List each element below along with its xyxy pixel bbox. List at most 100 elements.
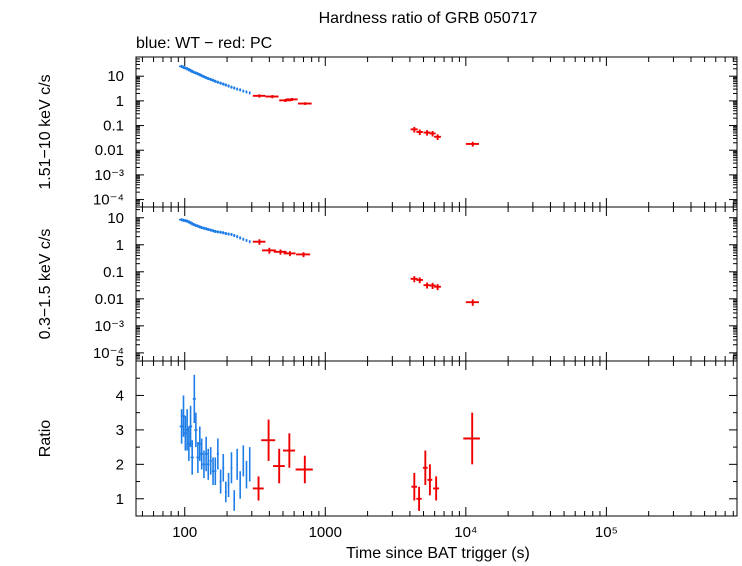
data-point — [204, 436, 208, 472]
data-point — [230, 85, 233, 89]
panel-2: 10 1 0.1 0.01 10⁻³ 10⁻⁴ 0.3−1.5 keV c/s — [37, 206, 738, 362]
series-wt — [178, 64, 251, 95]
data-point — [285, 97, 298, 101]
data-point — [194, 412, 198, 448]
data-point — [239, 471, 241, 499]
y-tick-label: 10 — [107, 68, 124, 85]
data-point — [465, 141, 479, 147]
chart-subtitle: blue: WT − red: PC — [136, 35, 272, 52]
y-tick-label: 5 — [116, 353, 124, 370]
data-point — [236, 87, 239, 91]
data-point — [416, 277, 423, 284]
data-point — [221, 82, 225, 86]
y-tick-label: 0.01 — [95, 142, 124, 159]
data-point — [209, 77, 213, 81]
data-point — [410, 126, 418, 133]
data-point — [224, 83, 228, 87]
data-point — [248, 240, 251, 244]
data-point — [209, 447, 212, 475]
data-point — [279, 98, 291, 103]
data-point — [200, 438, 204, 470]
y-tick-label: 3 — [116, 422, 124, 439]
data-point — [248, 447, 251, 482]
data-point — [196, 441, 200, 473]
data-point — [423, 130, 431, 136]
y-tick-label: 10⁻⁴ — [93, 192, 124, 209]
panel-3: 1 2 3 4 5 Ratio — [37, 353, 738, 517]
data-point — [463, 412, 480, 465]
y-axis-label: 1.51−10 keV c/s — [37, 74, 54, 189]
x-tick-label: 1000 — [309, 524, 342, 541]
data-point — [252, 476, 264, 501]
data-point — [410, 276, 418, 283]
data-point — [242, 89, 245, 93]
data-point — [242, 237, 245, 241]
data-point — [202, 450, 206, 479]
data-point — [416, 129, 423, 136]
y-tick-label: 10⁻⁴ — [93, 345, 124, 362]
data-point — [227, 84, 230, 88]
y-tick-label: 1 — [116, 237, 124, 254]
data-point — [239, 236, 242, 240]
data-point — [411, 472, 418, 501]
data-point — [298, 102, 312, 106]
x-tick-label: 10⁴ — [454, 524, 477, 541]
data-point — [465, 299, 479, 306]
data-point — [245, 238, 248, 242]
series-pc — [252, 239, 479, 306]
data-point — [214, 457, 217, 485]
data-point — [188, 405, 193, 448]
data-point — [227, 472, 230, 498]
data-point — [224, 232, 228, 236]
data-point — [211, 78, 215, 82]
data-point — [236, 448, 238, 480]
data-point — [434, 134, 441, 140]
data-point — [422, 450, 428, 485]
data-point — [262, 247, 276, 254]
panel-frame — [135, 206, 738, 362]
y-tick-label: 1 — [116, 93, 124, 110]
data-point — [204, 76, 208, 80]
data-point — [429, 282, 436, 290]
data-point — [245, 460, 248, 489]
data-point — [192, 374, 196, 423]
data-point — [211, 457, 215, 485]
data-point — [429, 131, 436, 137]
data-point — [273, 249, 287, 255]
data-point — [252, 239, 266, 245]
data-point — [230, 233, 233, 237]
data-point — [273, 448, 285, 484]
panel-frame — [135, 360, 738, 517]
data-point — [230, 452, 233, 484]
data-point — [282, 433, 296, 468]
data-point — [233, 490, 236, 511]
y-tick-label: 4 — [116, 387, 124, 404]
data-point — [427, 464, 433, 496]
panels-group: 10 1 0.1 0.01 10⁻³ 10⁻⁴ 1.51−10 keV c/s 10 1 0.1 0… — [37, 56, 738, 541]
y-tick-label: 0.01 — [95, 291, 124, 308]
y-tick-label: 10⁻³ — [94, 167, 124, 184]
y-axis-label: 0.3−1.5 keV c/s — [37, 229, 54, 340]
data-point — [190, 440, 194, 475]
data-point — [202, 75, 206, 79]
data-point — [245, 90, 248, 94]
data-point — [283, 251, 296, 257]
data-point — [433, 476, 440, 501]
data-point — [239, 88, 242, 92]
x-tick-label: 100 — [172, 524, 197, 541]
data-point — [216, 438, 219, 470]
data-point — [261, 419, 276, 461]
data-point — [216, 230, 220, 234]
series-wt — [178, 218, 251, 244]
data-point — [219, 469, 222, 494]
panel-frame — [135, 56, 738, 208]
y-tick-label: 10⁻³ — [94, 318, 124, 335]
y-tick-label: 0.1 — [103, 264, 124, 281]
data-point — [423, 282, 431, 289]
data-point — [224, 481, 227, 503]
data-point — [233, 234, 236, 238]
y-tick-label: 2 — [116, 456, 124, 473]
data-point — [221, 231, 225, 235]
data-point — [199, 74, 204, 78]
